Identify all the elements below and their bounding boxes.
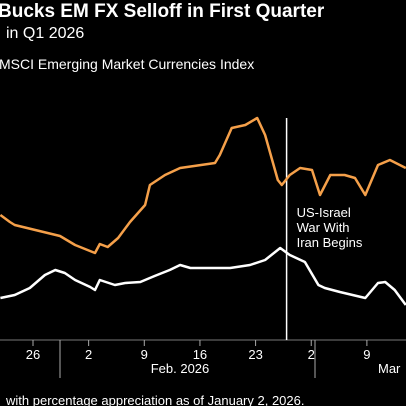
x-tick-label: 2 (308, 347, 315, 362)
y-axis-label: MSCI Emerging Market Currencies Index (0, 56, 254, 72)
x-tick-label: 16 (193, 347, 207, 362)
series-line (0, 116, 406, 255)
x-period-label: Mar (378, 361, 401, 376)
x-period-label: Feb. 2026 (151, 361, 210, 376)
footnote: with percentage appreciation as of Janua… (5, 393, 304, 406)
x-tick-label: 23 (248, 347, 262, 362)
x-tick-label: 26 (26, 347, 40, 362)
x-tick-label: 9 (141, 347, 148, 362)
series-line (0, 246, 406, 306)
x-tick-label: 9 (363, 347, 370, 362)
chart-subtitle: in Q1 2026 (6, 25, 84, 42)
annotation: US-Israel War With Iran Begins (297, 205, 363, 250)
chart-title: Bucks EM FX Selloff in First Quarter (0, 1, 325, 22)
x-tick-label: 2 (85, 347, 92, 362)
